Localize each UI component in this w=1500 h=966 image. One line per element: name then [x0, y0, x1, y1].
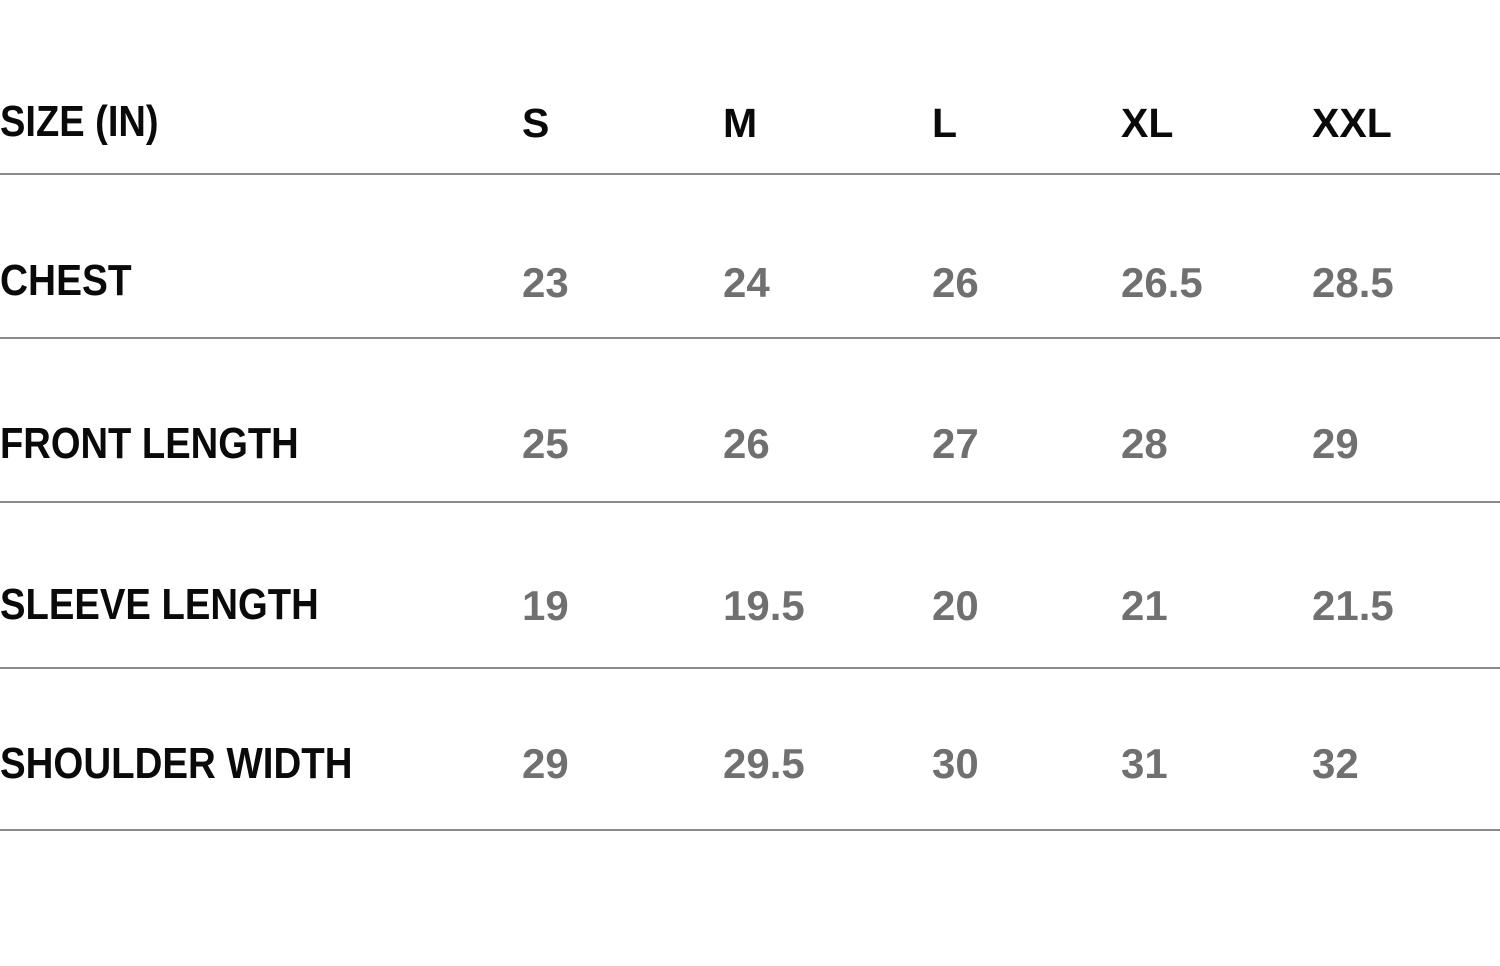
svg-text:SHOULDER WIDTH: SHOULDER WIDTH — [0, 739, 353, 788]
svg-text:31: 31 — [1121, 740, 1168, 787]
svg-text:29: 29 — [1312, 420, 1359, 467]
svg-text:XXL: XXL — [1312, 100, 1392, 146]
svg-text:21: 21 — [1121, 582, 1168, 629]
svg-text:SIZE (IN): SIZE (IN) — [0, 97, 159, 146]
svg-text:CHEST: CHEST — [0, 256, 132, 305]
svg-text:19: 19 — [522, 582, 569, 629]
svg-text:30: 30 — [932, 740, 979, 787]
svg-text:19.5: 19.5 — [723, 582, 805, 629]
svg-text:SLEEVE LENGTH: SLEEVE LENGTH — [0, 580, 319, 629]
svg-text:M: M — [723, 100, 757, 146]
svg-text:24: 24 — [723, 259, 770, 306]
svg-text:32: 32 — [1312, 740, 1359, 787]
svg-text:XL: XL — [1121, 100, 1173, 146]
svg-text:28.5: 28.5 — [1312, 259, 1394, 306]
svg-text:25: 25 — [522, 420, 569, 467]
svg-text:S: S — [522, 100, 549, 146]
svg-text:20: 20 — [932, 582, 979, 629]
svg-text:26: 26 — [723, 420, 770, 467]
svg-text:21.5: 21.5 — [1312, 582, 1394, 629]
svg-text:29: 29 — [522, 740, 569, 787]
svg-text:26: 26 — [932, 259, 979, 306]
svg-text:L: L — [932, 100, 957, 146]
svg-text:26.5: 26.5 — [1121, 259, 1203, 306]
svg-text:28: 28 — [1121, 420, 1168, 467]
svg-text:23: 23 — [522, 259, 569, 306]
svg-text:FRONT LENGTH: FRONT LENGTH — [0, 419, 299, 468]
svg-text:29.5: 29.5 — [723, 740, 805, 787]
svg-text:27: 27 — [932, 420, 979, 467]
